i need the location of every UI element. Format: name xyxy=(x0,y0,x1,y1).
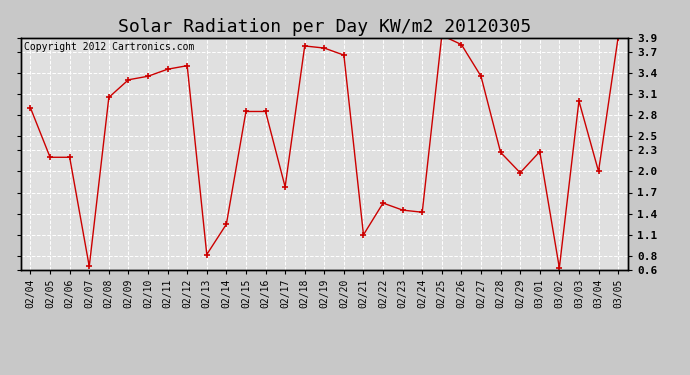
Title: Solar Radiation per Day KW/m2 20120305: Solar Radiation per Day KW/m2 20120305 xyxy=(118,18,531,36)
Text: Copyright 2012 Cartronics.com: Copyright 2012 Cartronics.com xyxy=(23,42,194,52)
